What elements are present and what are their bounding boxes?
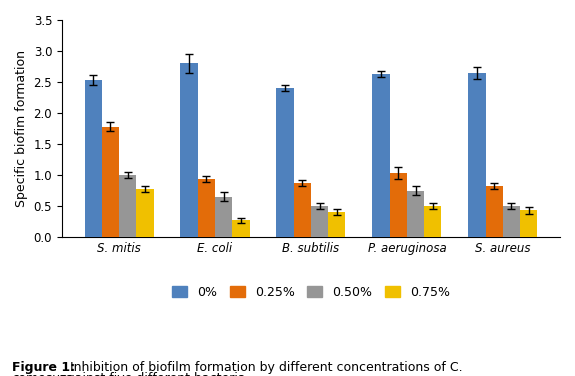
Bar xyxy=(503,206,520,237)
Bar xyxy=(390,173,407,237)
Bar xyxy=(424,206,442,237)
Text: against five different bacteria.: against five different bacteria. xyxy=(55,372,249,376)
Bar xyxy=(311,206,328,237)
Bar xyxy=(232,220,250,237)
Bar xyxy=(198,179,215,237)
Text: Inhibition of biofilm formation by different concentrations of C.: Inhibition of biofilm formation by diffe… xyxy=(66,361,463,374)
Bar xyxy=(485,186,503,237)
Text: Figure 1:: Figure 1: xyxy=(12,361,75,374)
Legend: 0%, 0.25%, 0.50%, 0.75%: 0%, 0.25%, 0.50%, 0.75% xyxy=(168,282,454,303)
Bar xyxy=(85,80,102,237)
Bar xyxy=(520,210,538,237)
Bar xyxy=(277,88,294,237)
Bar xyxy=(328,212,346,237)
Bar xyxy=(215,197,232,237)
Bar xyxy=(181,64,198,237)
Bar xyxy=(102,127,119,237)
Bar xyxy=(468,73,485,237)
Y-axis label: Specific biofim formation: Specific biofim formation xyxy=(15,50,28,207)
Bar xyxy=(373,74,390,237)
Bar xyxy=(407,191,424,237)
Text: comosum: comosum xyxy=(12,372,72,376)
Bar xyxy=(136,189,154,237)
Bar xyxy=(119,175,136,237)
Bar xyxy=(294,183,311,237)
